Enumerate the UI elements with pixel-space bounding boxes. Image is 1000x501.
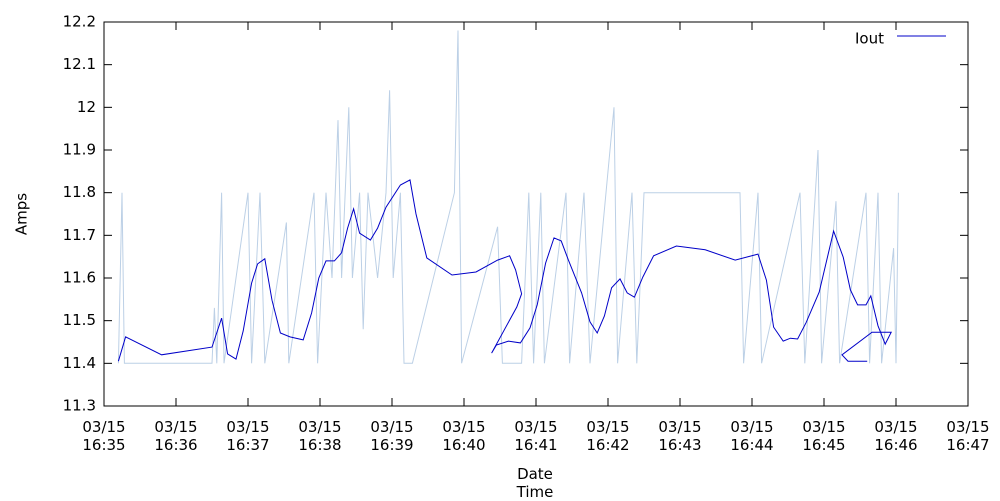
- x-tick-label: 03/15 16:38: [298, 418, 342, 454]
- y-tick-label: 11.6: [63, 269, 96, 287]
- y-tick-label: 12.1: [63, 55, 96, 73]
- x-tick-label: 03/15 16:46: [874, 418, 918, 454]
- x-tick-label: 03/15 16:44: [730, 418, 774, 454]
- y-tick-label: 11.4: [63, 354, 96, 372]
- y-tick-label: 11.5: [63, 311, 96, 329]
- y-tick-label: 11.3: [63, 397, 96, 415]
- legend-label: Iout: [855, 30, 884, 48]
- y-tick-label: 11.7: [63, 226, 96, 244]
- plot-border: [103, 21, 969, 407]
- x-tick-label: 03/15 16:45: [802, 418, 846, 454]
- series-line: [117, 179, 893, 362]
- x-tick-label: 03/15 16:43: [658, 418, 702, 454]
- y-axis-label: Amps: [13, 193, 31, 235]
- x-tick-label: 03/15 16:39: [370, 418, 414, 454]
- x-axis-label: Date Time: [516, 465, 554, 501]
- x-tick-label: 03/15 16:40: [442, 418, 486, 454]
- x-tick-label: 03/15 16:36: [154, 418, 198, 454]
- x-tick-label: 03/15 16:42: [586, 418, 630, 454]
- y-tick-label: 12: [77, 98, 96, 116]
- x-tick-label: 03/15 16:37: [226, 418, 270, 454]
- y-tick-label: 11.9: [63, 141, 96, 159]
- y-tick-label: 12.2: [63, 13, 96, 31]
- x-tick-label: 03/15 16:47: [946, 418, 990, 454]
- x-tick-label: 03/15 16:35: [82, 418, 126, 454]
- series-line: [117, 30, 899, 364]
- x-tick-label: 03/15 16:41: [514, 418, 558, 454]
- y-tick-label: 11.8: [63, 183, 96, 201]
